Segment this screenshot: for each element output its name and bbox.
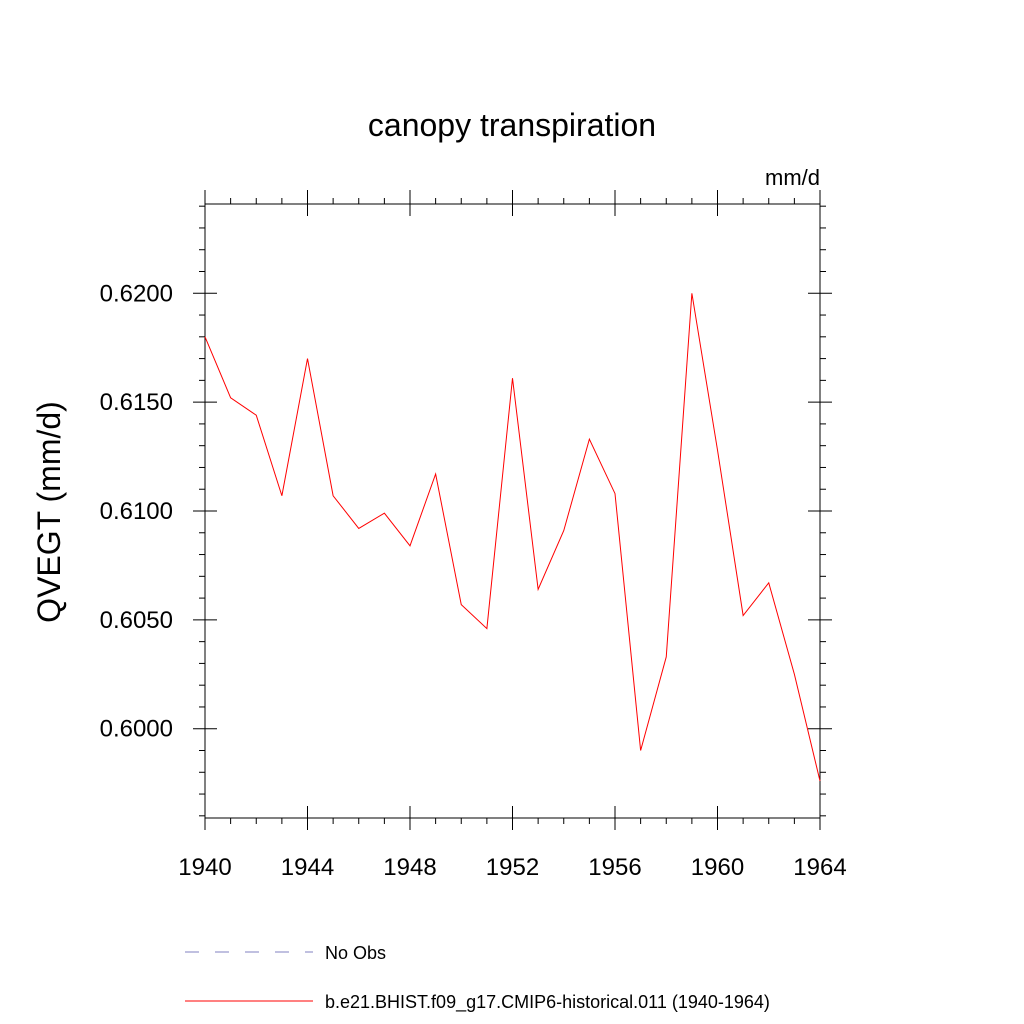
y-axis-title: QVEGT (mm/d) xyxy=(31,401,67,623)
x-tick-label-1944: 1944 xyxy=(281,854,334,881)
x-tick-label-1956: 1956 xyxy=(588,854,641,881)
series-lines xyxy=(204,293,821,782)
legend: No Obs b.e21.BHIST.f09_g17.CMIP6-historic… xyxy=(185,943,770,1013)
series-line-0 xyxy=(204,293,821,782)
legend-label-1: b.e21.BHIST.f09_g17.CMIP6-historical.011… xyxy=(325,992,770,1013)
plot-frame xyxy=(204,203,821,819)
y-tick-label-0-61: 0.6100 xyxy=(100,498,173,525)
chart-title: canopy transpiration xyxy=(368,107,656,143)
axis-ticks: 1940 1944 1948 1952 1956 1960 1964 0.6000 0.6050… xyxy=(100,190,847,881)
legend-label-0: No Obs xyxy=(325,943,386,963)
y-tick-label-0-615: 0.6150 xyxy=(100,389,173,416)
x-tick-label-1940: 1940 xyxy=(178,854,231,881)
y-tick-label-0-605: 0.6050 xyxy=(100,607,173,634)
x-tick-label-1960: 1960 xyxy=(691,854,744,881)
x-tick-label-1952: 1952 xyxy=(486,854,539,881)
y-tick-label-0-62: 0.6200 xyxy=(100,280,173,307)
y-tick-label-0-6: 0.6000 xyxy=(100,716,173,743)
x-tick-label-1964: 1964 xyxy=(793,854,846,881)
x-tick-label-1948: 1948 xyxy=(383,854,436,881)
units-label: mm/d xyxy=(765,165,820,190)
